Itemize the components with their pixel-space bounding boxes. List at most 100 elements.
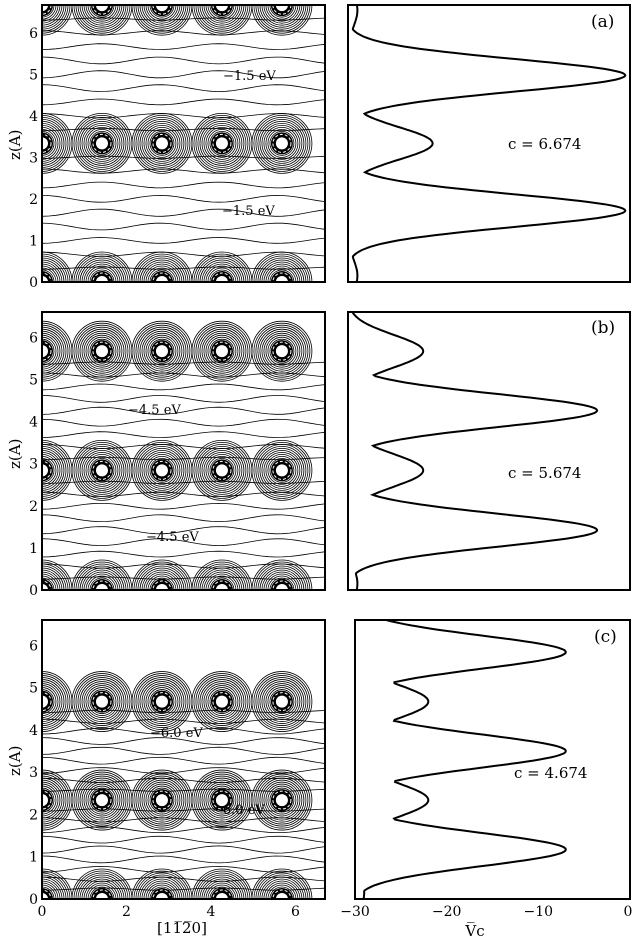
contour-ring <box>42 441 71 499</box>
atom-center <box>42 695 48 708</box>
contour-ring <box>149 269 175 282</box>
contour-ring <box>195 324 249 378</box>
contour-ring <box>197 874 247 899</box>
y-tick-label: 0 <box>29 583 38 599</box>
contour-ring <box>267 455 297 485</box>
atom-dashed-ring <box>42 692 52 712</box>
atom-center <box>155 893 168 899</box>
contour-ring <box>269 689 295 714</box>
contour-ring <box>195 255 249 282</box>
contour-ring <box>261 330 303 372</box>
atom-dashed-ring <box>272 692 292 712</box>
contour-ring <box>42 771 71 829</box>
contour-ring <box>42 455 57 485</box>
contour-ring <box>253 870 311 899</box>
contour-ring <box>42 785 57 815</box>
contour-ring <box>265 573 299 590</box>
atom-dashed-ring <box>212 460 232 480</box>
atom-center <box>155 584 168 590</box>
contour-ring <box>255 324 309 378</box>
y-tick-label: 2 <box>29 192 38 208</box>
contour-ring <box>251 251 313 282</box>
contour-ring <box>42 334 59 368</box>
contour-ring <box>193 771 251 829</box>
contour-ring <box>137 874 187 899</box>
atom-dashed-ring <box>272 133 292 153</box>
contour-ring <box>255 443 309 497</box>
contour-ring <box>197 326 247 376</box>
contour-ring <box>197 677 247 726</box>
atom-center <box>95 5 108 12</box>
atom-dashed-ring <box>272 341 292 361</box>
y-tick-label: 0 <box>29 892 38 908</box>
contour-ring <box>139 876 185 899</box>
contour-ring <box>261 261 303 282</box>
contour-line <box>42 767 325 774</box>
contour-ring <box>263 880 301 899</box>
energy-label-a-bottom: −1.5 eV <box>222 204 275 219</box>
contour-ring <box>73 253 131 282</box>
contour-ring <box>81 122 123 164</box>
atom-center <box>42 276 48 282</box>
contour-ring <box>89 787 115 813</box>
y-axis-label-c: z(A) <box>6 746 24 776</box>
contour-ring <box>131 868 193 899</box>
atom-dashed-ring <box>42 460 52 480</box>
atom-center <box>42 137 48 150</box>
atom-dashed-ring <box>152 790 172 810</box>
contour-ring <box>193 114 251 172</box>
contour-ring <box>87 455 117 485</box>
contour-ring <box>81 779 123 821</box>
atom-center <box>42 584 48 590</box>
contour-ring <box>42 685 59 718</box>
contour-ring <box>139 777 185 823</box>
contour-ring <box>145 685 179 718</box>
contour-ring <box>257 677 307 726</box>
contour-line <box>42 383 325 391</box>
contour-ring <box>263 263 301 282</box>
contour-ring <box>269 787 295 813</box>
contour-line <box>42 194 325 203</box>
contour-ring <box>79 259 125 282</box>
contour-ring <box>269 130 295 156</box>
atom-center <box>155 695 168 708</box>
contour-line <box>42 550 325 558</box>
contour-ring <box>203 451 241 489</box>
contour-ring <box>133 673 191 730</box>
contour-ring <box>42 787 55 813</box>
contour-ring <box>87 267 117 282</box>
contour-ring <box>261 878 303 899</box>
contour-ring <box>197 257 247 282</box>
contour-line <box>42 526 325 535</box>
contour-line <box>42 431 325 438</box>
contour-ring <box>77 565 127 590</box>
contour-ring <box>205 685 239 718</box>
contour-ring <box>147 455 177 485</box>
contour-ring <box>42 128 57 158</box>
y-tick-label: 4 <box>29 723 38 739</box>
contour-ring <box>201 779 243 821</box>
contour-ring <box>265 453 299 487</box>
atom-dashed-ring <box>272 460 292 480</box>
contour-line <box>42 127 325 132</box>
contour-ring <box>209 457 235 483</box>
contour-ring <box>75 116 129 170</box>
contour-ring <box>205 265 239 282</box>
contour-ring <box>89 338 115 364</box>
contour-ring <box>195 872 249 899</box>
contour-ring <box>135 872 189 899</box>
atom-dashed-ring <box>212 692 232 712</box>
energy-label-c-bottom: −6.0 eV <box>212 803 265 818</box>
contour-ring <box>203 332 241 370</box>
contour-ring <box>141 449 183 491</box>
contour-ring <box>81 330 123 372</box>
atom-center <box>95 893 108 899</box>
contour-ring <box>201 681 243 722</box>
contour-ring <box>135 324 189 378</box>
atom-center <box>215 137 228 150</box>
contour-ring <box>133 322 191 380</box>
contour-ring <box>149 886 175 899</box>
contour-ring <box>42 687 57 716</box>
atom-center <box>155 137 168 150</box>
